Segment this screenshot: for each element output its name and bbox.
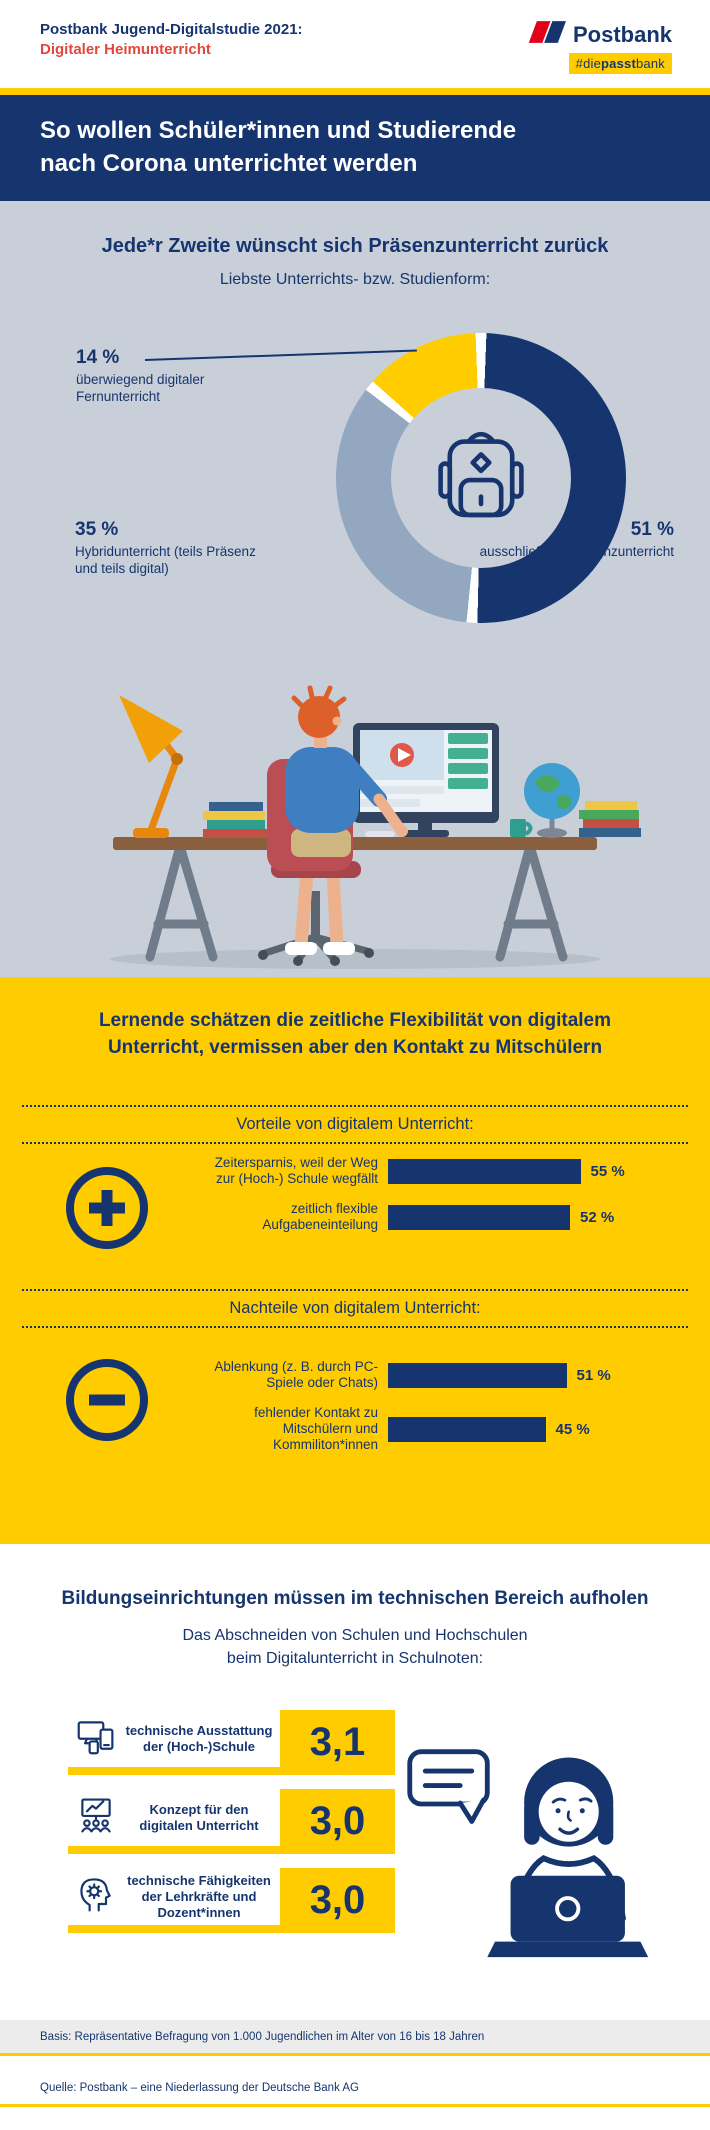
basis-note: Basis: Repräsentative Befragung von 1.00… [0, 2020, 710, 2056]
head-gear-icon [76, 1874, 116, 1919]
remote-text: überwiegend digitaler Fernunterricht [76, 372, 205, 404]
grade-card-equipment: technische Ausstattung der (Hoch-)Schule… [68, 1710, 395, 1775]
remote-pct: 14 % [76, 347, 120, 368]
bar [388, 1416, 546, 1442]
bar-row: zeitlich flexible Aufgabeneinteilung 52 … [0, 1201, 710, 1233]
desk-lamp [119, 695, 183, 838]
donut-chart [336, 333, 626, 623]
grade-card-skills: technische Fähigkeiten der Lehrkräfte un… [68, 1868, 395, 1933]
brand-row: Postbank [526, 20, 672, 49]
study-title: Postbank Jugend-Digitalstudie 2021: Digi… [40, 20, 303, 60]
bar-value: 45 % [555, 1420, 590, 1438]
bar [388, 1158, 581, 1184]
bar-label: zeitlich flexible Aufgabeneinteilung [262, 1201, 378, 1232]
bar-value: 52 % [580, 1208, 615, 1226]
backpack-icon [435, 425, 527, 531]
source-note: Quelle: Postbank – eine Niederlassung de… [0, 2082, 710, 2107]
hybrid-text: Hybridunterricht (teils Präsenz und teil… [75, 544, 256, 576]
bar-label: fehlender Kontakt zu Mitschülern und Kom… [254, 1405, 378, 1452]
donut-hole [391, 388, 571, 568]
disadvantages-heading: Nachteile von digitalem Unterricht: [22, 1289, 688, 1328]
hybrid-pct: 35 % [75, 519, 119, 540]
inperson-text: ausschließlich Präsenzunterricht [479, 544, 674, 559]
study-title-line2: Digitaler Heimunterricht [40, 41, 211, 58]
disadvantages-bars: Ablenkung (z. B. durch PC-Spiele oder Ch… [0, 1359, 710, 1467]
devices-icon [76, 1716, 116, 1761]
bar [388, 1204, 570, 1230]
footer: Basis: Repräsentative Befragung von 1.00… [0, 2020, 710, 2130]
grades-title: Bildungseinrichtungen müssen im technisc… [61, 1588, 649, 1609]
hashtag-mid: passt [601, 56, 636, 71]
section-presence: Jede*r Zweite wünscht sich Präsenzunterr… [0, 201, 710, 977]
grade-label: Konzept für den digitalen Unterricht [139, 1801, 259, 1833]
grade-value: 3,0 [309, 1799, 366, 1843]
yellow-divider [0, 88, 710, 95]
plus-icon [64, 1165, 150, 1251]
bar-value: 55 % [590, 1162, 625, 1180]
grade-label: technische Fähigkeiten der Lehrkräfte un… [127, 1872, 271, 1920]
bar-row: Zeitersparnis, weil der Weg zur (Hoch-) … [0, 1155, 710, 1187]
section-grades: Bildungseinrichtungen müssen im technisc… [0, 1544, 710, 2020]
monitor [353, 723, 499, 837]
woman-laptop-illustration [402, 1740, 654, 1968]
bar-label: Ablenkung (z. B. durch PC-Spiele oder Ch… [214, 1359, 378, 1390]
bar-row: fehlender Kontakt zu Mitschülern und Kom… [0, 1405, 710, 1453]
brand-name: Postbank [572, 21, 672, 47]
brand-block: Postbank #diepasstbank [526, 20, 672, 74]
student-at-desk-illustration [55, 641, 655, 976]
header: Postbank Jugend-Digitalstudie 2021: Digi… [0, 0, 710, 88]
bar-label: Zeitersparnis, weil der Weg zur (Hoch-) … [214, 1155, 378, 1186]
flex-title-line1: Lernende schätzen die zeitliche Flexibil… [98, 1010, 612, 1031]
banner-line2: nach Corona unterrichtet werden [40, 150, 418, 177]
flex-title-line2: Unterricht, vermissen aber den Kontakt z… [107, 1037, 603, 1058]
hashtag-pre: #die [575, 56, 602, 71]
section-flexibility: Lernende schätzen die zeitliche Flexibil… [0, 977, 710, 1544]
advantages-heading: Vorteile von digitalem Unterricht: [22, 1105, 688, 1144]
grade-card-panel: technische Fähigkeiten der Lehrkräfte un… [68, 1868, 280, 1925]
grades-subtitle-line1: Das Abschneiden von Schulen und Hochschu… [182, 1627, 528, 1644]
grade-value: 3,1 [309, 1720, 366, 1764]
advantages-bars: Zeitersparnis, weil der Weg zur (Hoch-) … [0, 1155, 710, 1247]
grades-subtitle-line2: beim Digitalunterricht in Schulnoten: [226, 1650, 484, 1667]
hashtag-badge: #diepasstbank [568, 53, 672, 74]
donut-label-remote: 14 % überwiegend digitaler Fernunterrich… [76, 347, 261, 405]
bar-row: Ablenkung (z. B. durch PC-Spiele oder Ch… [0, 1359, 710, 1391]
grade-cards: technische Ausstattung der (Hoch-)Schule… [68, 1710, 395, 1947]
title-banner: So wollen Schüler*innen und Studierende … [0, 95, 710, 201]
flex-title: Lernende schätzen die zeitliche Flexibil… [0, 1007, 710, 1061]
inperson-pct: 51 % [630, 519, 674, 540]
grade-card-panel: technische Ausstattung der (Hoch-)Schule [68, 1710, 280, 1767]
grade-label: technische Ausstattung der (Hoch-)Schule [125, 1722, 273, 1754]
grade-card-concept: Konzept für den digitalen Unterricht 3,0 [68, 1789, 395, 1854]
donut-label-inperson: 51 % ausschließlich Präsenzunterricht [464, 519, 674, 560]
banner-line1: So wollen Schüler*innen und Studierende [40, 117, 517, 144]
presence-title: Jede*r Zweite wünscht sich Präsenzunterr… [101, 235, 609, 257]
study-title-line1: Postbank Jugend-Digitalstudie 2021: [40, 21, 303, 38]
donut-label-hybrid: 35 % Hybridunterricht (teils Präsenz und… [75, 519, 260, 577]
globe [524, 763, 580, 838]
presentation-icon [76, 1795, 116, 1840]
presence-subtitle: Liebste Unterrichts- bzw. Studienform: [219, 271, 491, 288]
grades-subtitle: Das Abschneiden von Schulen und Hochschu… [0, 1624, 710, 1670]
bar-value: 51 % [576, 1366, 611, 1384]
postbank-logo-icon [526, 20, 566, 49]
bar [388, 1362, 567, 1388]
hashtag-post: bank [636, 56, 665, 71]
minus-icon [64, 1357, 150, 1443]
grade-card-panel: Konzept für den digitalen Unterricht [68, 1789, 280, 1846]
grade-value: 3,0 [309, 1878, 366, 1922]
